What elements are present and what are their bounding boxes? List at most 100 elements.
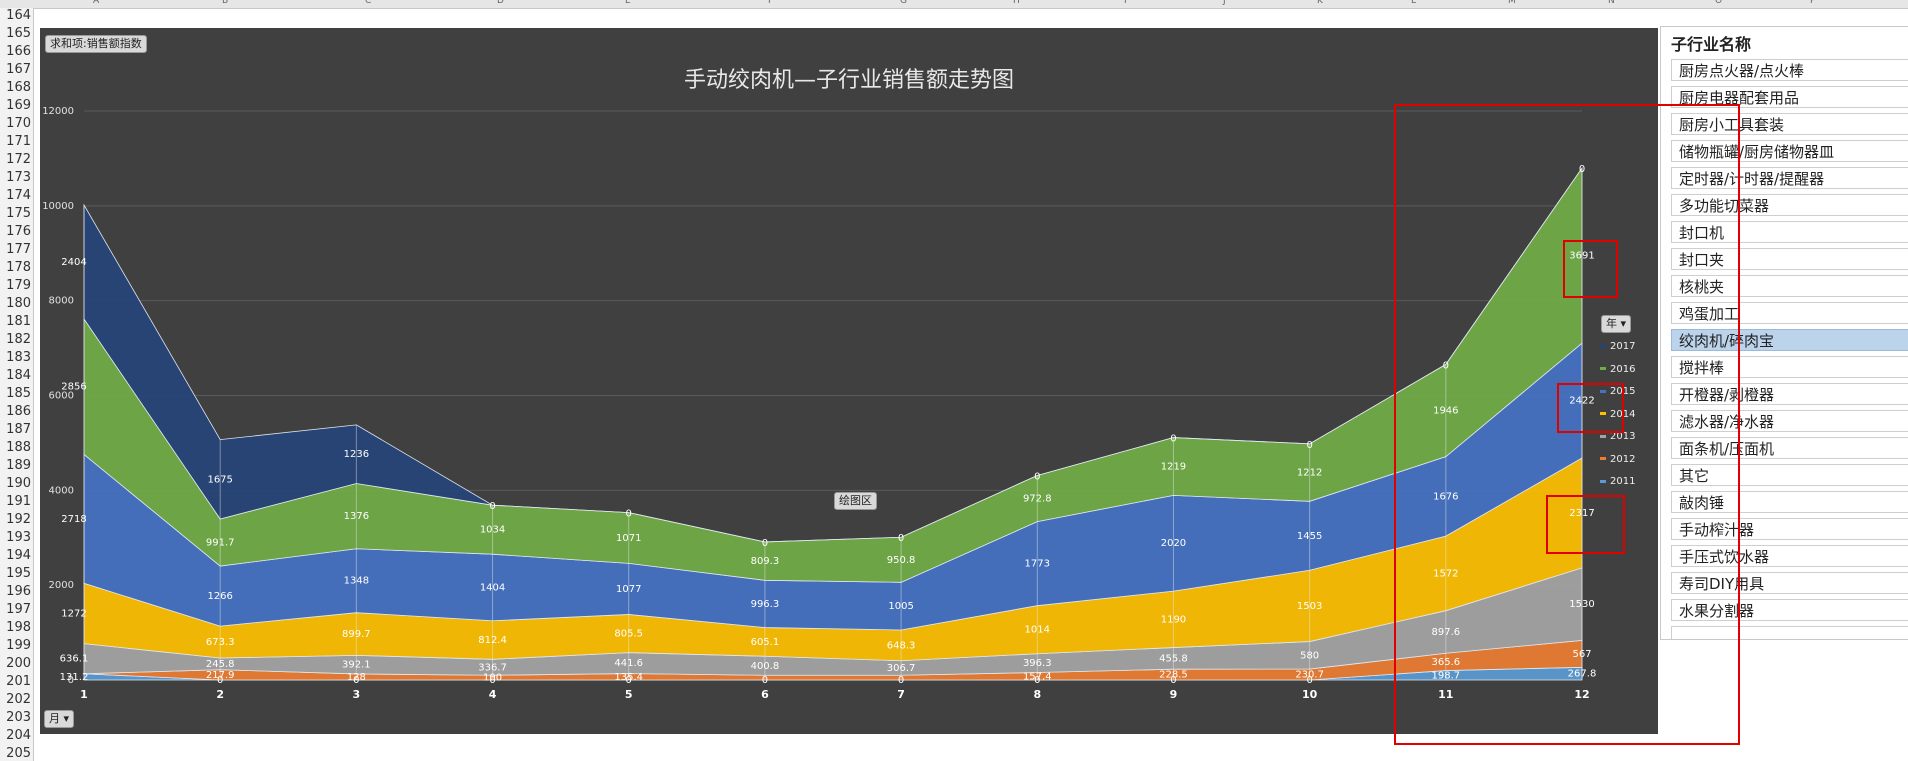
- column-letter[interactable]: A: [93, 0, 100, 6]
- row-number[interactable]: 182: [6, 332, 31, 347]
- row-number[interactable]: 166: [6, 44, 31, 59]
- row-number[interactable]: 179: [6, 278, 31, 293]
- slicer-item[interactable]: 手压式饮水器: [1671, 545, 1908, 567]
- x-tick-label: 11: [1438, 688, 1453, 701]
- row-number[interactable]: 200: [6, 656, 31, 671]
- slicer-item[interactable]: 鸡蛋加工: [1671, 302, 1908, 324]
- row-number[interactable]: 192: [6, 512, 31, 527]
- row-number[interactable]: 196: [6, 584, 31, 599]
- slicer-item[interactable]: 敲肉锤: [1671, 491, 1908, 513]
- slicer-item[interactable]: 搅拌棒: [1671, 356, 1908, 378]
- column-letter[interactable]: E: [625, 0, 631, 6]
- row-number[interactable]: 199: [6, 638, 31, 653]
- x-tick-label: 1: [80, 688, 88, 701]
- subindustry-slicer[interactable]: 子行业名称 厨房点火器/点火棒 厨房电器配套用品 厨房小工具套装 储物瓶罐/厨房储物器…: [1660, 26, 1908, 640]
- data-label: 0: [898, 533, 904, 544]
- slicer-item[interactable]: 定时器/计时器/提醒器: [1671, 167, 1908, 189]
- data-label: 306.7: [887, 663, 916, 674]
- x-tick-label: 2: [216, 688, 224, 701]
- column-letter[interactable]: D: [497, 0, 504, 6]
- row-number[interactable]: 175: [6, 206, 31, 221]
- area-series-2017: [83, 167, 1583, 543]
- row-number[interactable]: 173: [6, 170, 31, 185]
- column-letter[interactable]: K: [1317, 0, 1323, 6]
- row-number[interactable]: 194: [6, 548, 31, 563]
- column-letter[interactable]: P: [1810, 0, 1816, 6]
- row-number[interactable]: 183: [6, 350, 31, 365]
- row-number[interactable]: 168: [6, 80, 31, 95]
- row-number[interactable]: 180: [6, 296, 31, 311]
- column-letter[interactable]: F: [768, 0, 774, 6]
- legend-swatch: [1600, 412, 1606, 415]
- column-letter[interactable]: M: [1508, 0, 1516, 6]
- column-letter[interactable]: B: [222, 0, 229, 6]
- row-number[interactable]: 171: [6, 134, 31, 149]
- row-number[interactable]: 169: [6, 98, 31, 113]
- slicer-item[interactable]: 开橙器/剥橙器: [1671, 383, 1908, 405]
- column-letter[interactable]: H: [1013, 0, 1020, 6]
- data-label: 336.7: [478, 662, 507, 673]
- slicer-item[interactable]: 厨房点火器/点火棒: [1671, 59, 1908, 81]
- slicer-item[interactable]: 寿司DIY用具: [1671, 572, 1908, 594]
- row-number[interactable]: 165: [6, 26, 31, 41]
- row-number[interactable]: 186: [6, 404, 31, 419]
- data-label: 991.7: [206, 538, 235, 549]
- row-number[interactable]: 189: [6, 458, 31, 473]
- data-label: 2020: [1161, 538, 1186, 549]
- axis-field-button[interactable]: 月 ▾: [44, 710, 75, 728]
- slicer-item[interactable]: 厨房电器配套用品: [1671, 86, 1908, 108]
- row-number[interactable]: 203: [6, 710, 31, 725]
- row-number[interactable]: 181: [6, 314, 31, 329]
- row-number[interactable]: 164: [6, 8, 31, 23]
- row-number[interactable]: 167: [6, 62, 31, 77]
- slicer-item[interactable]: 多功能切菜器: [1671, 194, 1908, 216]
- annotation-box-2016-dec: [1563, 240, 1618, 298]
- column-letter[interactable]: I: [1124, 0, 1127, 6]
- slicer-item[interactable]: 绞肉机/碎肉宝: [1671, 329, 1908, 351]
- row-number[interactable]: 205: [6, 746, 31, 761]
- row-number[interactable]: 187: [6, 422, 31, 437]
- row-number[interactable]: 188: [6, 440, 31, 455]
- row-number[interactable]: 191: [6, 494, 31, 509]
- row-number[interactable]: 178: [6, 260, 31, 275]
- slicer-item[interactable]: 其它: [1671, 464, 1908, 486]
- column-letter[interactable]: C: [365, 0, 372, 6]
- row-number[interactable]: 193: [6, 530, 31, 545]
- row-header-bar: 164 165 166 167 168 169 170 171 172 173 174 175 176 1…: [0, 8, 34, 761]
- column-letter[interactable]: L: [1411, 0, 1417, 6]
- slicer-item[interactable]: [1671, 626, 1908, 639]
- row-number[interactable]: 170: [6, 116, 31, 131]
- value-field-button[interactable]: 求和项:销售额指数: [45, 35, 147, 53]
- slicer-item[interactable]: 厨房小工具套装: [1671, 113, 1908, 135]
- data-label: 2856: [61, 382, 86, 393]
- pivot-chart[interactable]: 0 2000 4000 6000 8000 10000 12000 131.2 0 0 0 0 0 0 0 0…: [40, 28, 1658, 734]
- row-number[interactable]: 197: [6, 602, 31, 617]
- row-number[interactable]: 184: [6, 368, 31, 383]
- slicer-item[interactable]: 核桃夹: [1671, 275, 1908, 297]
- row-number[interactable]: 195: [6, 566, 31, 581]
- row-number[interactable]: 174: [6, 188, 31, 203]
- column-letter[interactable]: J: [1223, 0, 1226, 6]
- row-number[interactable]: 176: [6, 224, 31, 239]
- row-number[interactable]: 201: [6, 674, 31, 689]
- row-number[interactable]: 204: [6, 728, 31, 743]
- column-letter[interactable]: O: [1715, 0, 1723, 6]
- row-number[interactable]: 177: [6, 242, 31, 257]
- row-number[interactable]: 172: [6, 152, 31, 167]
- column-letter[interactable]: G: [900, 0, 907, 6]
- row-number[interactable]: 190: [6, 476, 31, 491]
- slicer-item[interactable]: 面条机/压面机: [1671, 437, 1908, 459]
- slicer-item[interactable]: 水果分割器: [1671, 599, 1908, 621]
- slicer-item[interactable]: 封口机: [1671, 221, 1908, 243]
- row-number[interactable]: 202: [6, 692, 31, 707]
- column-letter[interactable]: N: [1608, 0, 1615, 6]
- row-number[interactable]: 198: [6, 620, 31, 635]
- slicer-item[interactable]: 储物瓶罐/厨房储物器皿: [1671, 140, 1908, 162]
- row-number[interactable]: 185: [6, 386, 31, 401]
- data-label: 1212: [1297, 468, 1322, 479]
- legend-field-button[interactable]: 年 ▾: [1601, 315, 1632, 333]
- slicer-item[interactable]: 封口夹: [1671, 248, 1908, 270]
- data-label: 0: [898, 675, 904, 686]
- slicer-item[interactable]: 滤水器/净水器: [1671, 410, 1908, 432]
- slicer-item[interactable]: 手动榨汁器: [1671, 518, 1908, 540]
